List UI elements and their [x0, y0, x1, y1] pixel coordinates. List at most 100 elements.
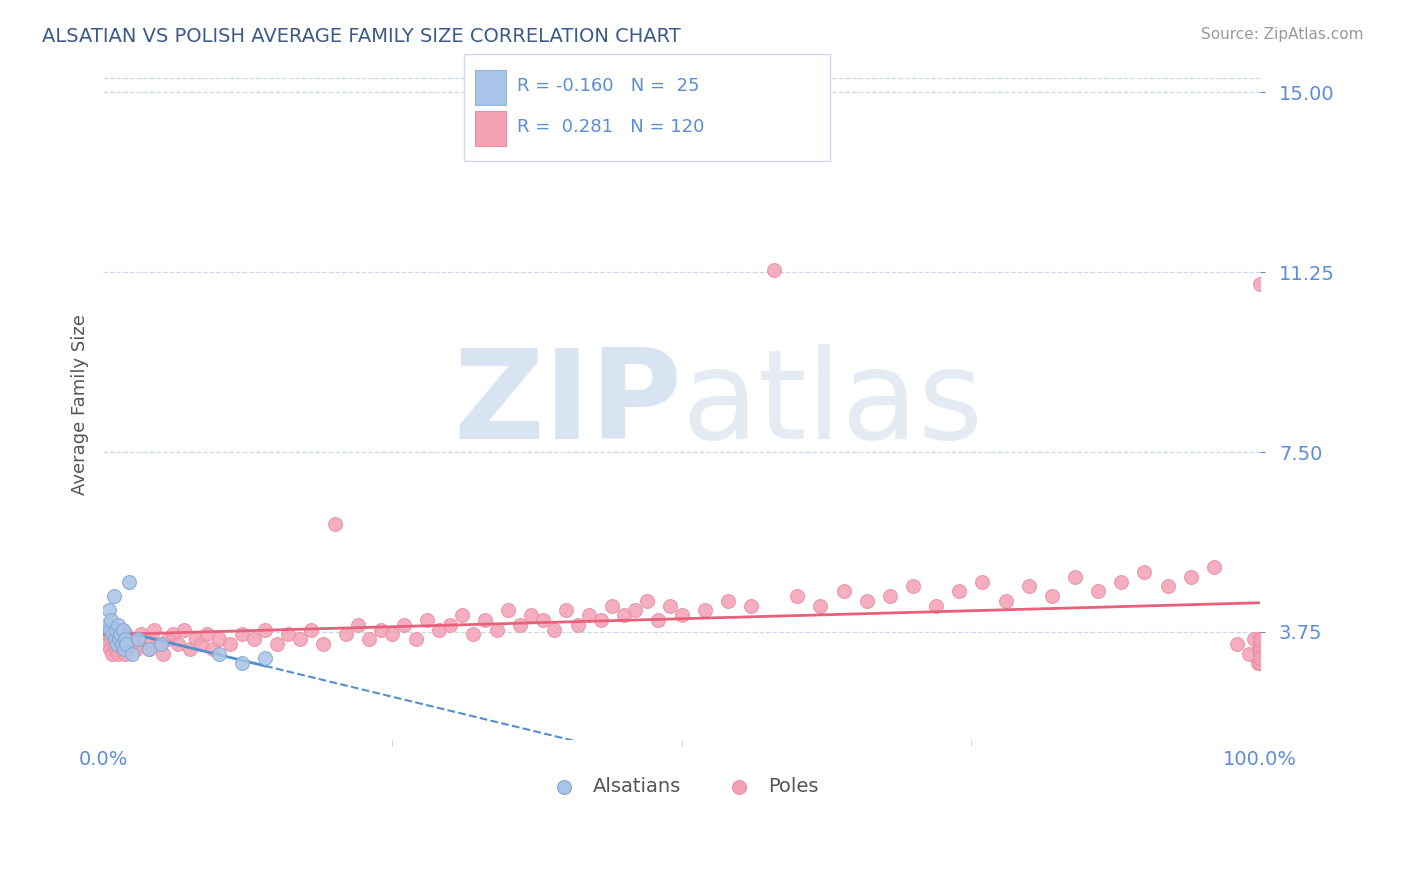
Point — [439, 617, 461, 632]
Point — [202, 641, 225, 656]
Y-axis label: Average Family Size: Average Family Size — [72, 314, 89, 494]
Point — [370, 623, 392, 637]
Point — [299, 623, 322, 637]
Point — [1249, 641, 1271, 656]
Point — [1249, 277, 1271, 292]
Point — [312, 637, 335, 651]
Point — [173, 623, 195, 637]
Point — [104, 637, 127, 651]
Point — [613, 608, 636, 623]
Point — [948, 584, 970, 599]
Point — [810, 599, 832, 613]
Point — [110, 627, 132, 641]
Text: atlas: atlas — [682, 343, 984, 465]
Legend: Alsatians, Poles: Alsatians, Poles — [537, 770, 827, 804]
Point — [100, 613, 122, 627]
Point — [1249, 656, 1271, 670]
Point — [111, 641, 134, 656]
Point — [1249, 637, 1271, 651]
Point — [101, 647, 124, 661]
Point — [104, 623, 127, 637]
Point — [786, 589, 808, 603]
Point — [1249, 651, 1271, 665]
Point — [1018, 579, 1040, 593]
Point — [925, 599, 948, 613]
Point — [855, 593, 877, 607]
Point — [671, 608, 693, 623]
Point — [114, 632, 136, 646]
Point — [901, 579, 924, 593]
Point — [127, 632, 149, 646]
Point — [1226, 637, 1249, 651]
Point — [254, 651, 277, 665]
Point — [107, 617, 129, 632]
Point — [114, 647, 136, 661]
Point — [117, 637, 139, 651]
Point — [1040, 589, 1063, 603]
Point — [717, 593, 740, 607]
Point — [392, 617, 415, 632]
Point — [1249, 651, 1271, 665]
Point — [105, 632, 128, 646]
Point — [1249, 637, 1271, 651]
Point — [1237, 647, 1260, 661]
Point — [190, 637, 212, 651]
Point — [1156, 579, 1178, 593]
Point — [359, 632, 381, 646]
Point — [100, 632, 122, 646]
Point — [1064, 570, 1087, 584]
Point — [1243, 632, 1265, 646]
Point — [195, 627, 218, 641]
Point — [143, 623, 166, 637]
Point — [266, 637, 288, 651]
Point — [636, 593, 658, 607]
Point — [179, 641, 201, 656]
Point — [474, 613, 496, 627]
Point — [131, 627, 153, 641]
Point — [509, 617, 531, 632]
Point — [567, 617, 589, 632]
Point — [107, 647, 129, 661]
Point — [543, 623, 565, 637]
Point — [1111, 574, 1133, 589]
Point — [111, 623, 134, 637]
Point — [323, 516, 346, 531]
Point — [103, 623, 125, 637]
Point — [110, 637, 132, 651]
Point — [879, 589, 901, 603]
Point — [242, 632, 264, 646]
Text: R = -0.160   N =  25: R = -0.160 N = 25 — [517, 77, 700, 95]
Text: ALSATIAN VS POLISH AVERAGE FAMILY SIZE CORRELATION CHART: ALSATIAN VS POLISH AVERAGE FAMILY SIZE C… — [42, 27, 681, 45]
Point — [578, 608, 600, 623]
Point — [600, 599, 623, 613]
Point — [98, 623, 121, 637]
Point — [1249, 632, 1271, 646]
Point — [1249, 632, 1271, 646]
Point — [138, 641, 160, 656]
Point — [254, 623, 277, 637]
Point — [105, 637, 128, 651]
Point — [740, 599, 762, 613]
Point — [104, 641, 127, 656]
Point — [152, 647, 174, 661]
Point — [115, 627, 138, 641]
Point — [277, 627, 299, 641]
Point — [103, 589, 125, 603]
Point — [108, 627, 131, 641]
Point — [1249, 637, 1271, 651]
Point — [1087, 584, 1109, 599]
Point — [127, 637, 149, 651]
Point — [381, 627, 404, 641]
Point — [589, 613, 612, 627]
Point — [167, 637, 190, 651]
Point — [531, 613, 554, 627]
Point — [149, 637, 172, 651]
Point — [1202, 560, 1225, 574]
Point — [162, 627, 184, 641]
Point — [101, 627, 124, 641]
Point — [405, 632, 427, 646]
Point — [97, 603, 120, 617]
Text: R =  0.281   N = 120: R = 0.281 N = 120 — [517, 118, 704, 136]
Point — [1180, 570, 1202, 584]
Point — [231, 627, 253, 641]
